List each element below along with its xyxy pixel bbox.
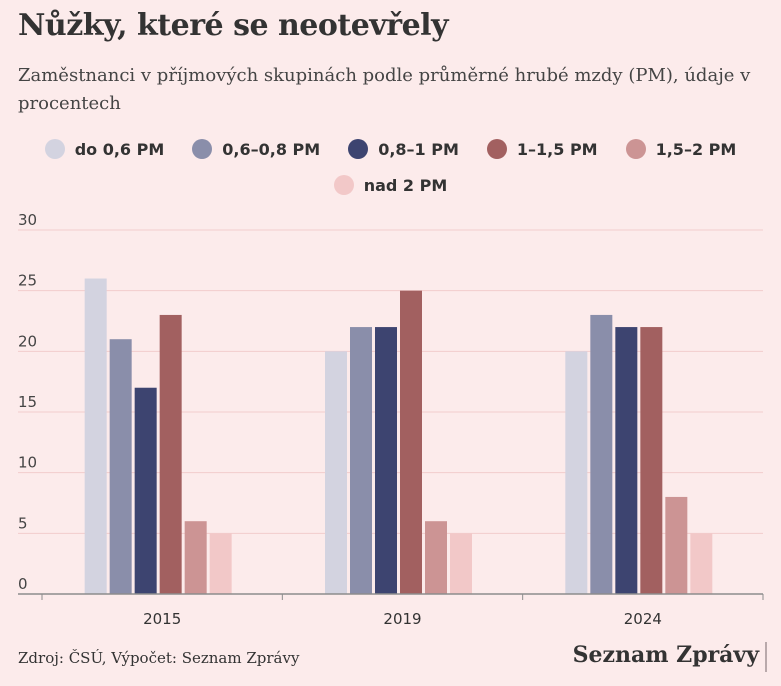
legend-swatch	[44, 139, 65, 159]
y-tick-label: 30	[18, 211, 37, 229]
bar	[565, 351, 588, 594]
x-tick-label: 2019	[383, 610, 421, 628]
bar	[615, 327, 638, 594]
legend-label: 0,8–1 PM	[378, 139, 459, 159]
y-tick-label: 10	[18, 454, 37, 472]
legend-swatch	[192, 139, 213, 159]
bar	[84, 278, 107, 594]
source-note: Zdroj: ČSÚ, Výpočet: Seznam Zprávy	[18, 649, 300, 667]
brand-divider	[765, 642, 767, 672]
legend-label: do 0,6 PM	[74, 139, 165, 159]
y-tick-label: 0	[18, 575, 28, 593]
bar	[690, 533, 713, 594]
bar	[325, 351, 347, 594]
chart-subtitle: Zaměstnanci v příjmových skupinách podle…	[18, 65, 751, 114]
legend-label: nad 2 PM	[363, 175, 448, 195]
bar	[159, 314, 182, 594]
brand-logo: Seznam Zprávy	[572, 642, 759, 668]
bar-chart: 0 5 10 15 20 25 30 2015 2019 2024	[18, 211, 764, 628]
legend-item: 0,6–0,8 PM	[192, 136, 320, 162]
legend-label: 1–1,5 PM	[516, 139, 598, 159]
x-tick-label: 2024	[624, 610, 662, 628]
legend-swatch	[486, 139, 507, 159]
y-tick-label: 25	[18, 272, 37, 290]
legend-item: 0,8–1 PM	[348, 136, 459, 162]
legend-item: 1,5–2 PM	[625, 136, 737, 162]
legend-item: 1–1,5 PM	[486, 136, 598, 162]
legend-swatch	[348, 139, 369, 159]
legend-swatch	[333, 175, 354, 195]
bar	[450, 533, 472, 594]
bar	[400, 290, 422, 594]
legend-label: 0,6–0,8 PM	[222, 139, 321, 159]
bar	[109, 339, 132, 594]
x-tick-label: 2015	[143, 610, 181, 628]
bar	[640, 327, 663, 594]
bar	[209, 533, 232, 594]
chart-title: Nůžky, které se neotevřely	[18, 8, 449, 43]
bar	[350, 327, 372, 594]
y-tick-label: 5	[18, 514, 28, 532]
chart-legend: do 0,6 PM 0,6–0,8 PM 0,8–1 PM 1–1,5 PM 1,5–2…	[0, 136, 781, 198]
bar	[425, 521, 447, 594]
bar	[375, 327, 397, 594]
y-tick-label: 20	[18, 332, 37, 350]
y-tick-label: 15	[18, 393, 37, 411]
bar	[590, 314, 613, 594]
legend-label: 1,5–2 PM	[655, 139, 737, 159]
bar	[665, 496, 688, 594]
bar	[184, 521, 207, 594]
legend-item: do 0,6 PM	[44, 136, 165, 162]
legend-item: nad 2 PM	[333, 172, 448, 198]
bar	[134, 387, 157, 594]
legend-swatch	[625, 139, 646, 159]
